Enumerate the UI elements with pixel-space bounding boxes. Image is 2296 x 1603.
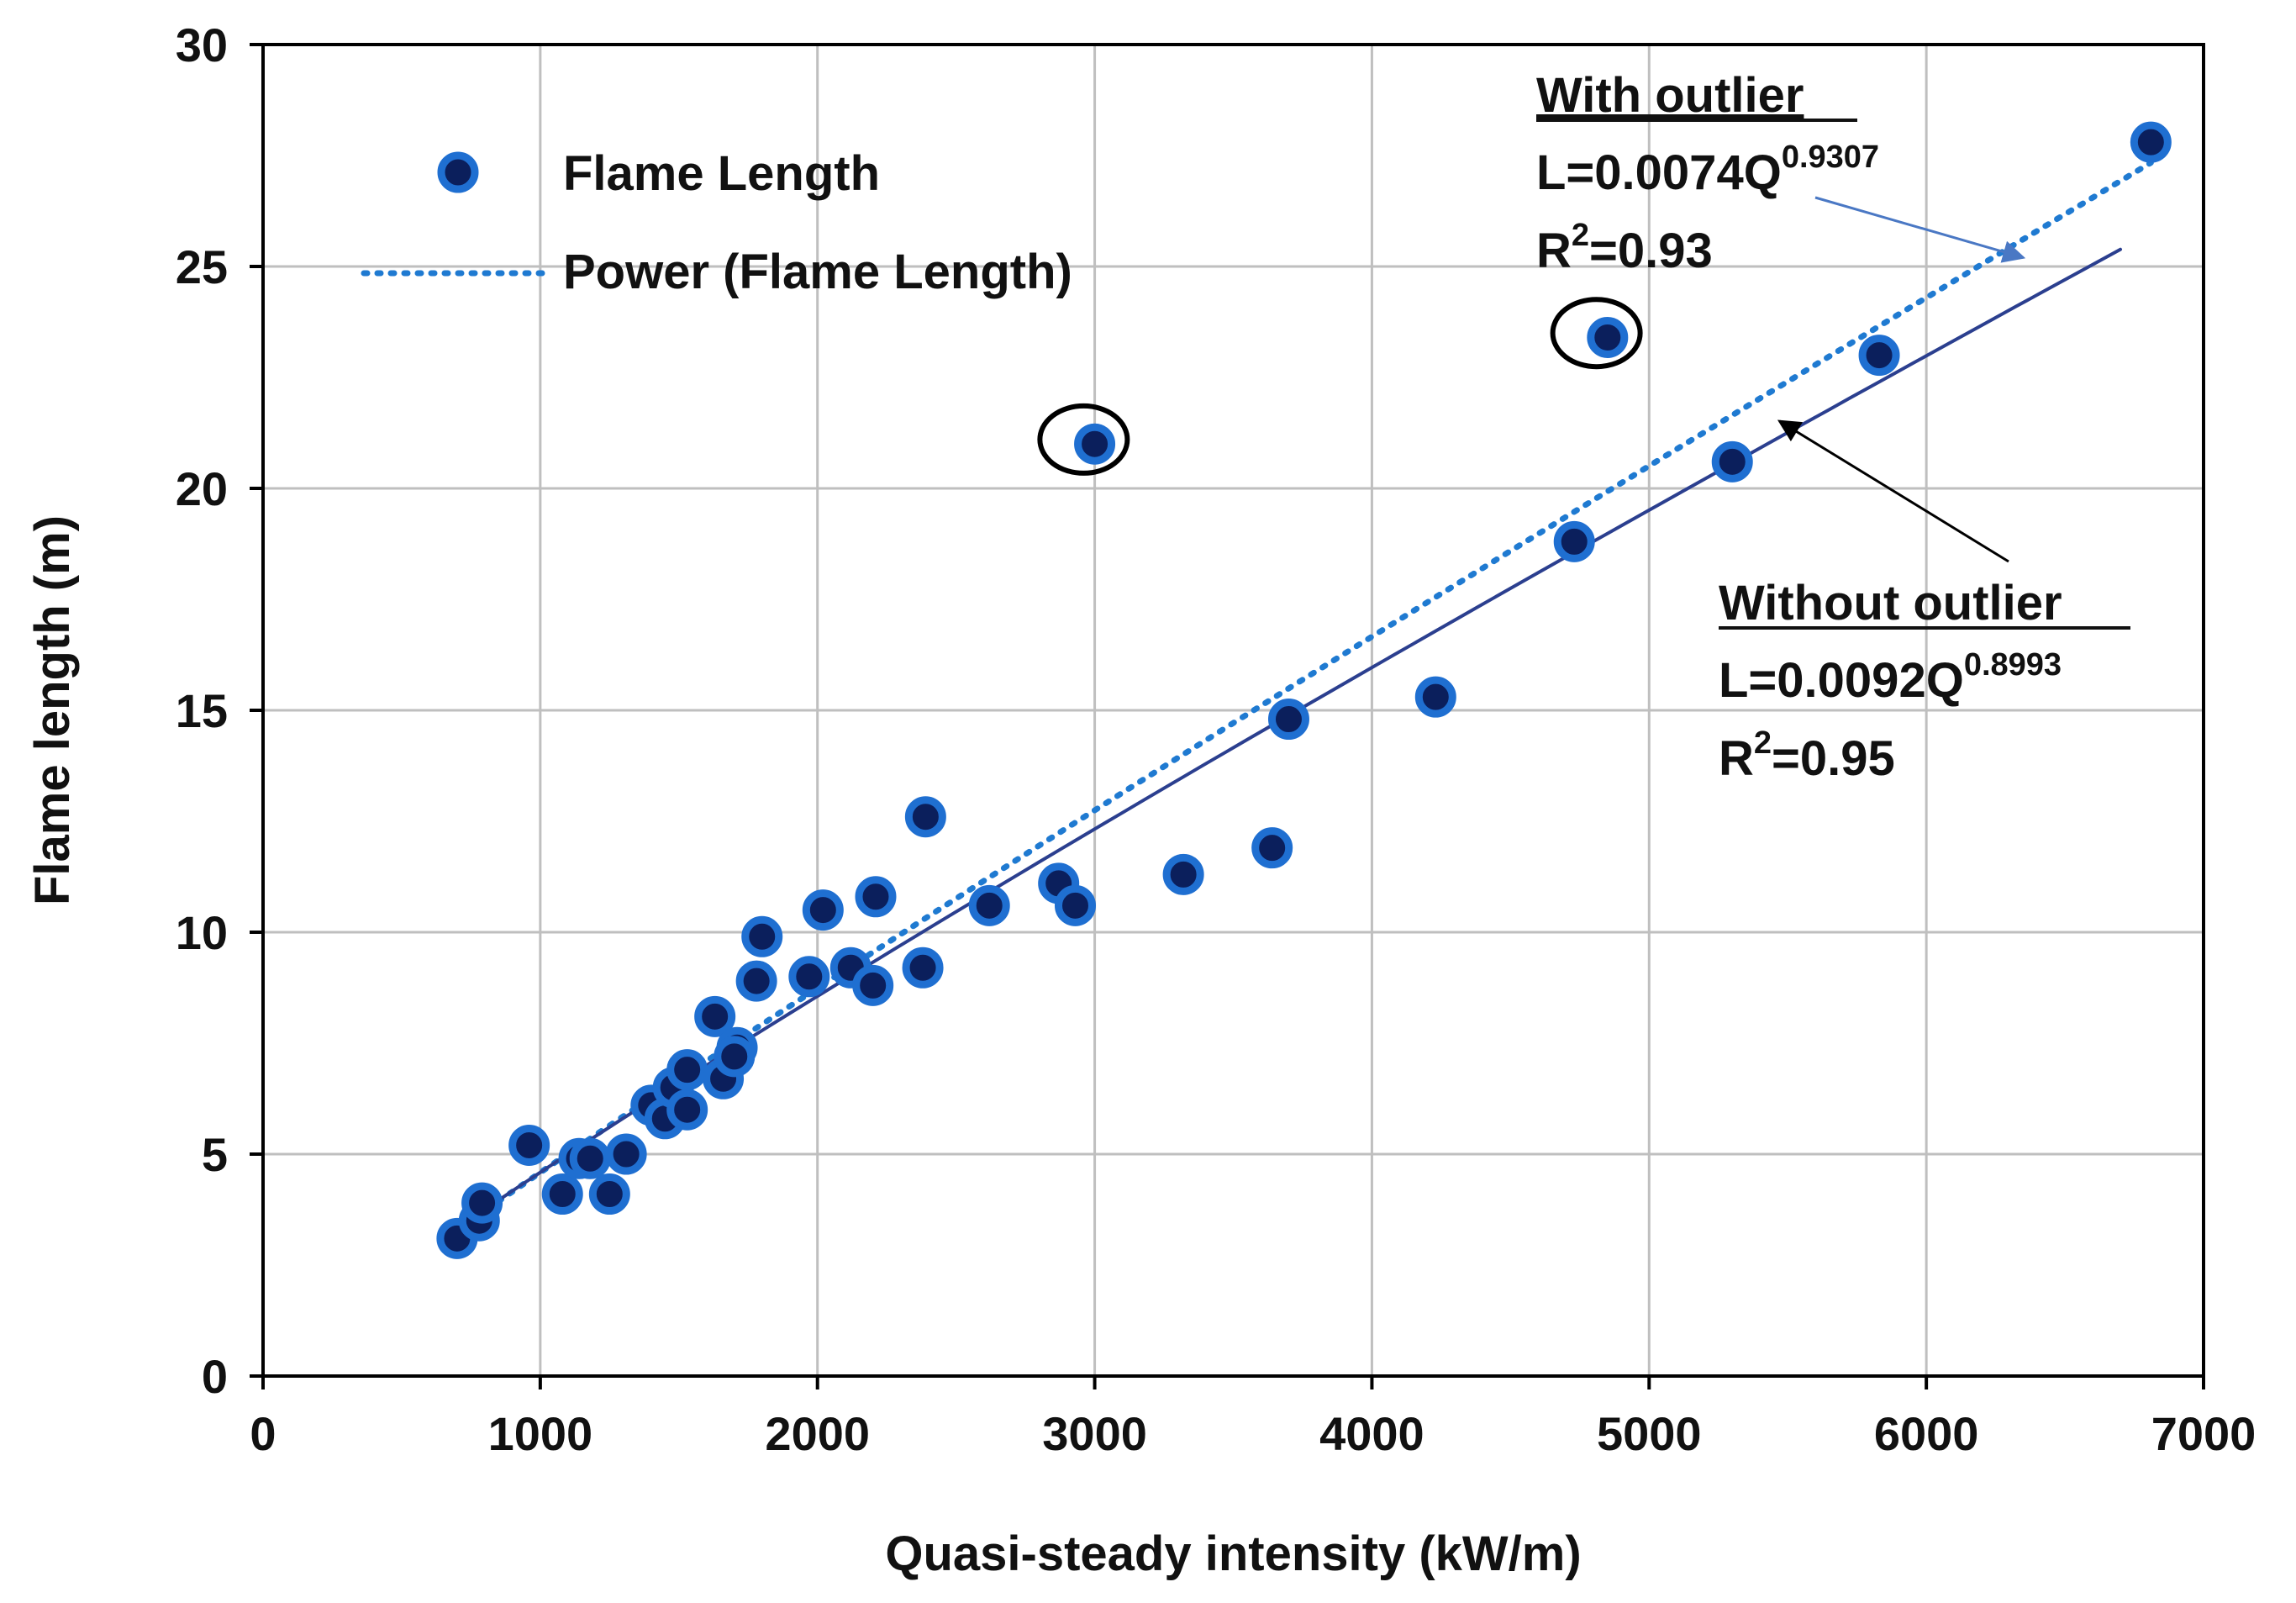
data-point	[802, 889, 844, 931]
x-tick-label: 4000	[1319, 1407, 1424, 1460]
without-outlier-arrow	[1777, 419, 2009, 563]
data-point	[588, 1173, 630, 1215]
data-point	[1711, 440, 1753, 482]
data-point	[508, 1124, 550, 1166]
x-tick-label: 0	[250, 1407, 276, 1460]
y-tick-label: 20	[176, 462, 228, 515]
data-point	[1858, 335, 1900, 377]
data-point	[1587, 316, 1629, 358]
data-point	[904, 796, 946, 838]
y-tick-label: 30	[176, 18, 228, 71]
data-point	[735, 960, 777, 1002]
y-axis-title: Flame length (m)	[25, 515, 80, 905]
data-point	[855, 876, 897, 918]
legend-marker-flame-length	[437, 151, 479, 193]
y-tick-label: 5	[202, 1128, 228, 1181]
data-point	[569, 1137, 611, 1179]
x-tick-label: 7000	[2151, 1407, 2257, 1460]
annotation-without-outlier: Without outlier L=0.0092Q0.8993 R2=0.95	[1719, 419, 2130, 786]
data-point	[1074, 423, 1116, 465]
data-point	[1267, 699, 1309, 741]
x-tick-label: 3000	[1042, 1407, 1147, 1460]
annotation-with-outlier: With outlier L=0.0074Q0.9307 R2=0.93	[1536, 68, 2026, 278]
data-points	[436, 121, 2172, 1259]
data-point	[1054, 884, 1096, 926]
y-tick-label: 0	[202, 1350, 228, 1403]
x-tick-label: 2000	[765, 1407, 870, 1460]
data-point	[666, 1089, 708, 1131]
outlier-circles	[1037, 297, 1643, 476]
legend-label-power: Power (Flame Length)	[563, 245, 1072, 299]
with-outlier-arrow	[1814, 196, 2026, 263]
data-point	[852, 964, 894, 1006]
with-outlier-equation: L=0.0074Q0.9307	[1536, 140, 1879, 200]
outlier-circle	[1550, 297, 1643, 370]
data-point	[461, 1182, 503, 1224]
data-point	[1553, 520, 1595, 562]
without-outlier-r2: R2=0.95	[1719, 725, 1895, 786]
data-point	[541, 1173, 583, 1215]
data-point	[1251, 827, 1293, 869]
y-tick-label: 10	[176, 906, 228, 959]
x-tick-label: 1000	[488, 1407, 593, 1460]
legend: Flame Length Power (Flame Length)	[361, 146, 1072, 299]
with-outlier-heading: With outlier	[1536, 68, 1804, 123]
outlier-circle	[1037, 403, 1130, 476]
without-outlier-equation: L=0.0092Q0.8993	[1719, 647, 2062, 708]
y-tick-label: 15	[176, 684, 228, 737]
with-outlier-r2: R2=0.93	[1536, 218, 1713, 278]
data-point	[1162, 853, 1204, 895]
data-point	[968, 884, 1010, 926]
data-point	[666, 1049, 708, 1091]
data-point	[2130, 121, 2172, 163]
data-point	[694, 995, 736, 1037]
y-tick-label: 25	[176, 240, 228, 293]
data-point	[902, 947, 944, 989]
data-point	[714, 1036, 756, 1078]
x-axis-title: Quasi-steady intensity (kW/m)	[885, 1527, 1581, 1581]
x-tick-label: 6000	[1874, 1407, 1979, 1460]
x-axis-ticks: 0 1000 2000 3000 4000 5000 6000 7000	[250, 1376, 2256, 1460]
fit-line-with-outlier	[473, 160, 2154, 1220]
data-point	[1414, 676, 1456, 718]
without-outlier-heading: Without outlier	[1719, 576, 2062, 630]
y-axis-ticks: 0 5 10 15 20 25 30	[176, 18, 263, 1403]
data-point	[741, 915, 783, 957]
x-tick-label: 5000	[1597, 1407, 1702, 1460]
data-point	[605, 1133, 647, 1175]
legend-label-flame-length: Flame Length	[563, 146, 880, 201]
data-point	[788, 956, 830, 998]
